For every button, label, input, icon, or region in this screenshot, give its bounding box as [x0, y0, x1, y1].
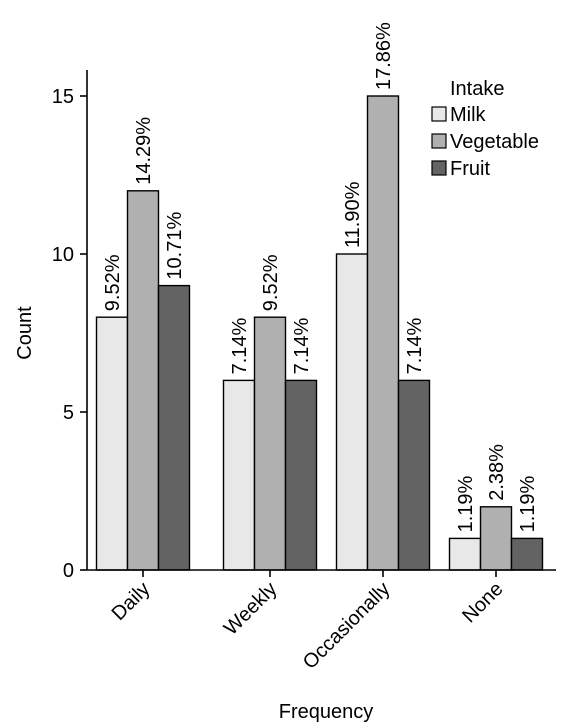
data-label: 11.90% — [342, 181, 364, 248]
x-tick-label: None — [458, 578, 507, 627]
data-label: 10.71% — [164, 212, 186, 280]
bar-fruit-daily — [157, 284, 191, 571]
y-tick-label: 0 — [63, 560, 74, 582]
data-label: 9.52% — [102, 254, 124, 311]
data-label: 1.19% — [455, 475, 477, 532]
data-label: 1.19% — [517, 475, 539, 532]
bar-fruit-none — [510, 537, 544, 571]
x-tick-label: Weekly — [220, 578, 282, 640]
bar-fruit-occasionally — [397, 379, 431, 571]
data-label: 9.52% — [260, 254, 282, 311]
legend-label-vegetable: Vegetable — [450, 131, 539, 153]
y-axis-title: Count — [14, 306, 36, 360]
data-label: 14.29% — [133, 117, 155, 185]
bar-milk-none — [448, 537, 482, 571]
data-label: 2.38% — [486, 444, 508, 501]
bars-layer — [95, 95, 544, 571]
x-axis-title: Frequency — [279, 701, 374, 723]
bar-vegetable-daily — [126, 190, 160, 571]
bar-vegetable-weekly — [253, 316, 287, 571]
data-labels-layer: 9.52% 14.29% 10.71% 7.14% 9.52% 7.14% 11.90% 17… — [102, 22, 539, 532]
legend-swatch-milk — [431, 106, 447, 122]
bar-vegetable-none — [479, 506, 513, 571]
data-label: 7.14% — [291, 317, 313, 374]
legend: Intake Milk Vegetable Fruit — [431, 78, 539, 180]
bar-fruit-weekly — [284, 379, 318, 571]
data-label: 7.14% — [229, 317, 251, 374]
legend-label-milk: Milk — [450, 104, 487, 126]
data-label: 7.14% — [404, 317, 426, 374]
legend-title: Intake — [450, 78, 504, 100]
bar-milk-weekly — [222, 379, 256, 571]
legend-swatch-vegetable — [431, 133, 447, 149]
bar-vegetable-occasionally — [366, 95, 400, 571]
x-tick-label: Occasionally — [299, 578, 395, 674]
y-tick-label: 5 — [63, 402, 74, 424]
legend-swatch-fruit — [431, 160, 447, 176]
y-tick-label: 15 — [52, 86, 74, 108]
bar-milk-occasionally — [335, 253, 369, 571]
data-label: 17.86% — [373, 22, 395, 90]
x-tick-label: Daily — [108, 578, 155, 625]
y-tick-label: 10 — [52, 244, 74, 266]
bar-milk-daily — [95, 316, 129, 571]
legend-label-fruit: Fruit — [450, 158, 490, 180]
